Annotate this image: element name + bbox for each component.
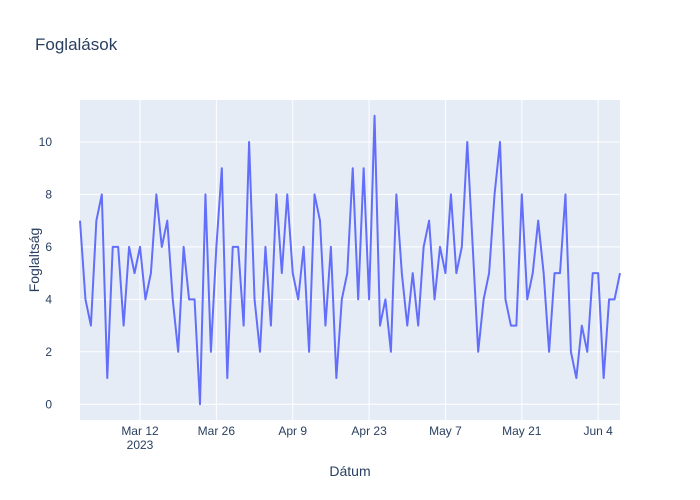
x-tick-year-label: 2023 [127,438,154,452]
gridlines [80,100,620,420]
x-axis-label: Dátum [329,463,370,479]
x-tick-label: Mar 26 [198,424,236,438]
series-group [79,114,621,406]
series-line [79,114,621,406]
x-tick-label: Jun 4 [584,424,614,438]
y-tick-label: 4 [45,292,52,306]
x-tick-label: May 7 [429,424,462,438]
x-tick-label: Apr 23 [351,424,387,438]
y-tick-label: 0 [45,397,52,411]
x-tick-label: May 21 [502,424,542,438]
y-tick-label: 6 [45,240,52,254]
y-tick-label: 8 [45,187,52,201]
chart-title: Foglalások [35,35,118,54]
y-tick-labels: 0 2 4 6 8 10 [39,135,53,411]
plot-background [80,100,620,420]
y-axis-label: Foglaltság [26,228,42,293]
x-tick-label: Apr 9 [278,424,307,438]
y-tick-label: 2 [45,345,52,359]
y-tick-label: 10 [39,135,53,149]
x-tick-label: Mar 12 [121,424,159,438]
